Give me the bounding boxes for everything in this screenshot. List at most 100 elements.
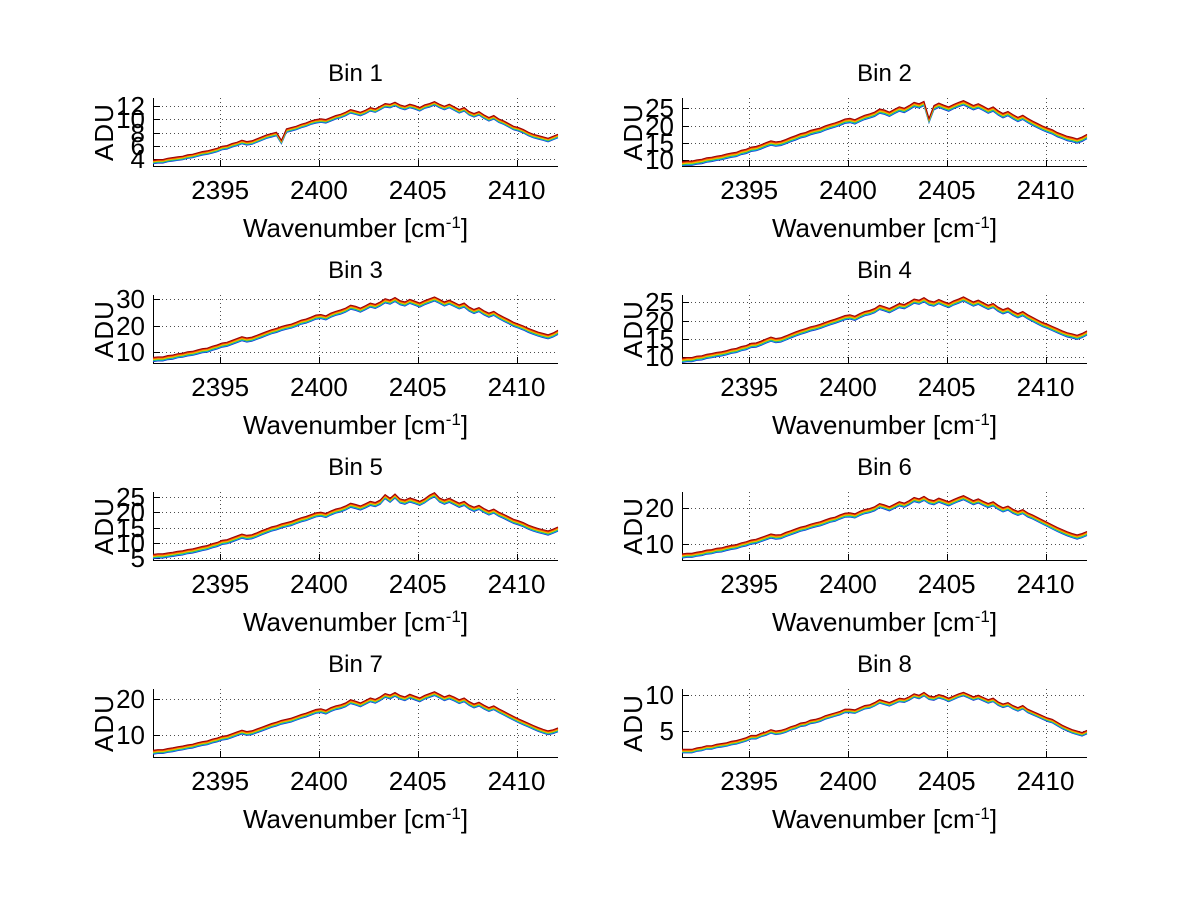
x-tick-label: 2410 bbox=[487, 175, 546, 205]
x-tick-label: 2410 bbox=[487, 766, 546, 796]
plot-area bbox=[681, 295, 1088, 364]
spectrum-trace-darkred bbox=[682, 691, 1088, 750]
x-axis-label-text: Wavenumber [cm bbox=[771, 213, 975, 243]
spectrum-trace-red bbox=[682, 692, 1088, 751]
x-tick-label: 2410 bbox=[1016, 766, 1075, 796]
y-tick-label: 10 bbox=[645, 342, 674, 373]
y-tick-label: 8 bbox=[130, 117, 145, 148]
x-axis-label-text: ] bbox=[989, 607, 998, 637]
x-tick-label: 2400 bbox=[819, 766, 877, 796]
plot-area bbox=[152, 689, 559, 758]
spectrum-trace-cyan bbox=[681, 103, 1088, 166]
spectrum-trace-red bbox=[152, 492, 559, 556]
y-tick-label: 15 bbox=[116, 512, 145, 543]
y-tick-label: 25 bbox=[116, 481, 145, 512]
plot-area bbox=[152, 491, 559, 561]
x-axis-label: Wavenumber [cm-1] bbox=[153, 799, 558, 834]
plot-area bbox=[152, 295, 559, 364]
x-axis-label-text: Wavenumber [cm bbox=[242, 410, 446, 440]
x-axis-label: Wavenumber [cm-1] bbox=[153, 208, 558, 243]
y-tick-label: 20 bbox=[645, 110, 674, 141]
x-axis-label: Wavenumber [cm-1] bbox=[682, 405, 1087, 440]
spectrum-trace-cyan bbox=[681, 299, 1088, 363]
y-tick-label: 10 bbox=[645, 528, 674, 559]
y-tick-label: 20 bbox=[116, 684, 145, 715]
spectrum-trace-darkred bbox=[152, 100, 559, 161]
x-tick-label: 2405 bbox=[388, 766, 447, 796]
x-tick-label: 2395 bbox=[191, 766, 250, 796]
x-tick-label: 2400 bbox=[819, 175, 877, 205]
subplot-title: Bin 6 bbox=[857, 454, 912, 481]
subplot-title: Bin 2 bbox=[857, 60, 912, 87]
spectrum-trace-blue bbox=[152, 695, 559, 755]
y-tick-label: 12 bbox=[116, 91, 145, 121]
spectrum-trace-green bbox=[681, 299, 1088, 362]
x-tick-label: 2405 bbox=[917, 175, 976, 205]
y-tick-label: 15 bbox=[645, 323, 674, 354]
x-axis-label-text: ] bbox=[460, 410, 469, 440]
spectrum-trace-orange bbox=[152, 692, 559, 753]
y-tick-label: 5 bbox=[659, 716, 674, 747]
x-axis-label-exponent: -1 bbox=[974, 213, 990, 232]
x-axis-label-text: ] bbox=[460, 213, 469, 243]
y-tick-label: 25 bbox=[645, 93, 674, 124]
x-tick-label: 2395 bbox=[191, 372, 250, 402]
y-tick-label: 10 bbox=[116, 528, 145, 558]
spectrum-trace-darkred bbox=[681, 495, 1088, 555]
x-axis-label-text: Wavenumber [cm bbox=[242, 607, 446, 637]
x-tick-label: 2400 bbox=[290, 569, 348, 599]
y-tick-label: 10 bbox=[116, 337, 145, 368]
spectrum-trace-cyan bbox=[681, 498, 1088, 558]
y-tick-label: 10 bbox=[116, 104, 145, 135]
spectrum-trace-darkred bbox=[681, 296, 1088, 359]
spectrum-trace-yellow bbox=[681, 497, 1088, 557]
subplot-title: Bin 3 bbox=[328, 257, 383, 284]
x-axis-label: Wavenumber [cm-1] bbox=[153, 405, 558, 440]
x-axis-label-text: Wavenumber [cm bbox=[242, 804, 446, 834]
y-tick-label: 20 bbox=[116, 497, 145, 528]
plot-area bbox=[152, 98, 559, 167]
x-axis-label-text: ] bbox=[989, 213, 998, 243]
x-tick-label: 2395 bbox=[720, 766, 779, 796]
spectrum-trace-cyan bbox=[152, 495, 559, 559]
spectrum-trace-yellow bbox=[681, 102, 1088, 165]
x-tick-label: 2395 bbox=[191, 569, 250, 599]
x-tick-label: 2395 bbox=[720, 175, 779, 205]
x-tick-label: 2410 bbox=[487, 372, 546, 402]
y-tick-label: 10 bbox=[116, 720, 145, 751]
y-tick-label: 5 bbox=[130, 543, 145, 574]
x-tick-label: 2400 bbox=[290, 766, 348, 796]
x-tick-label: 2395 bbox=[191, 175, 250, 205]
x-tick-label: 2410 bbox=[1016, 175, 1075, 205]
x-tick-label: 2405 bbox=[388, 175, 447, 205]
x-tick-label: 2410 bbox=[1016, 569, 1075, 599]
spectrum-trace-red bbox=[152, 691, 559, 752]
spectrum-trace-red bbox=[681, 100, 1088, 163]
spectrum-trace-blue bbox=[681, 300, 1088, 363]
x-axis-label: Wavenumber [cm-1] bbox=[153, 602, 558, 637]
y-tick-label: 25 bbox=[645, 287, 674, 318]
spectrum-trace-orange bbox=[152, 102, 559, 162]
x-tick-label: 2395 bbox=[720, 569, 779, 599]
x-axis-label-exponent: -1 bbox=[445, 213, 461, 232]
y-tick-label: 10 bbox=[645, 679, 674, 710]
y-tick-label: 20 bbox=[645, 305, 674, 336]
plot-area bbox=[682, 689, 1088, 758]
spectrum-trace-darkred bbox=[681, 100, 1088, 163]
plot-area bbox=[681, 492, 1088, 561]
spectrum-trace-blue bbox=[152, 496, 559, 560]
spectrum-trace-darkred bbox=[152, 691, 559, 751]
y-tick-label: 10 bbox=[645, 145, 674, 176]
x-tick-label: 2400 bbox=[819, 372, 877, 402]
x-tick-label: 2405 bbox=[917, 569, 976, 599]
spectrum-trace-red bbox=[152, 297, 559, 359]
x-axis-label-exponent: -1 bbox=[445, 804, 461, 823]
x-axis-label: Wavenumber [cm-1] bbox=[682, 799, 1087, 834]
x-axis-label: Wavenumber [cm-1] bbox=[682, 208, 1087, 243]
spectrum-trace-orange bbox=[682, 693, 1088, 752]
x-tick-label: 2405 bbox=[917, 766, 976, 796]
spectrum-trace-yellow bbox=[682, 693, 1088, 752]
spectrum-trace-red bbox=[681, 495, 1088, 556]
x-tick-label: 2400 bbox=[290, 372, 348, 402]
